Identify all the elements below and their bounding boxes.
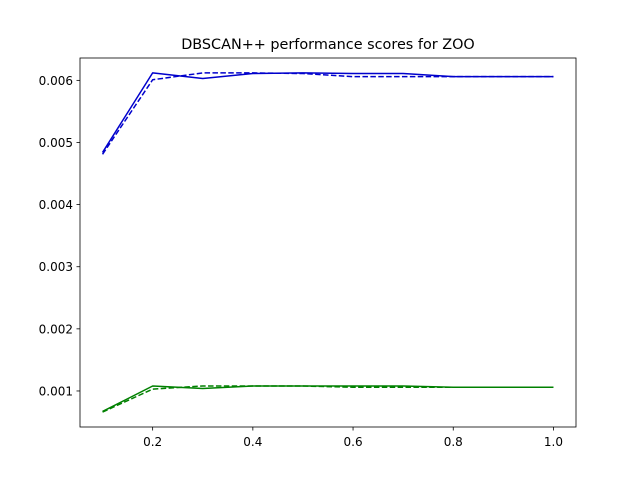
x-tick-label: 1.0: [544, 435, 563, 449]
plot-frame: [79, 57, 577, 428]
plot-series: [101, 72, 554, 413]
y-tick-label: 0.002: [39, 322, 73, 336]
y-tick-label: 0.001: [39, 384, 73, 398]
x-tick-label: 0.8: [444, 435, 463, 449]
y-tick-label: 0.006: [39, 74, 73, 88]
series-line-2: [101, 72, 554, 155]
chart-title: DBSCAN++ performance scores for ZOO: [181, 37, 475, 53]
y-axis: 0.001 0.002 0.003 0.004 0.005 0.006: [39, 74, 80, 398]
series-line-1: [101, 72, 554, 153]
x-tick-label: 0.2: [143, 435, 162, 449]
series-line-4: [102, 385, 554, 413]
y-tick-label: 0.005: [39, 136, 73, 150]
series-line-3: [102, 385, 554, 413]
x-tick-label: 0.4: [243, 435, 262, 449]
y-tick-label: 0.003: [39, 260, 73, 274]
x-tick-label: 0.6: [344, 435, 363, 449]
x-axis: 0.2 0.4 0.6 0.8 1.0: [143, 427, 563, 449]
y-tick-label: 0.004: [39, 198, 73, 212]
